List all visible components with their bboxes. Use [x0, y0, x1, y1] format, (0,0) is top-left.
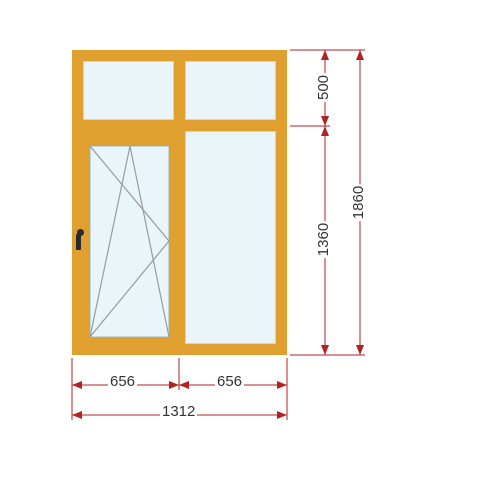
- dim-height-bottom: 1360: [316, 221, 331, 258]
- dim-height-top: 500: [316, 73, 331, 102]
- dim-width-left: 656: [108, 374, 137, 389]
- dim-height-total: 1860: [351, 184, 366, 221]
- dim-width-right: 656: [215, 374, 244, 389]
- dim-width-total: 1312: [160, 404, 197, 419]
- dimension-lines: [0, 0, 500, 500]
